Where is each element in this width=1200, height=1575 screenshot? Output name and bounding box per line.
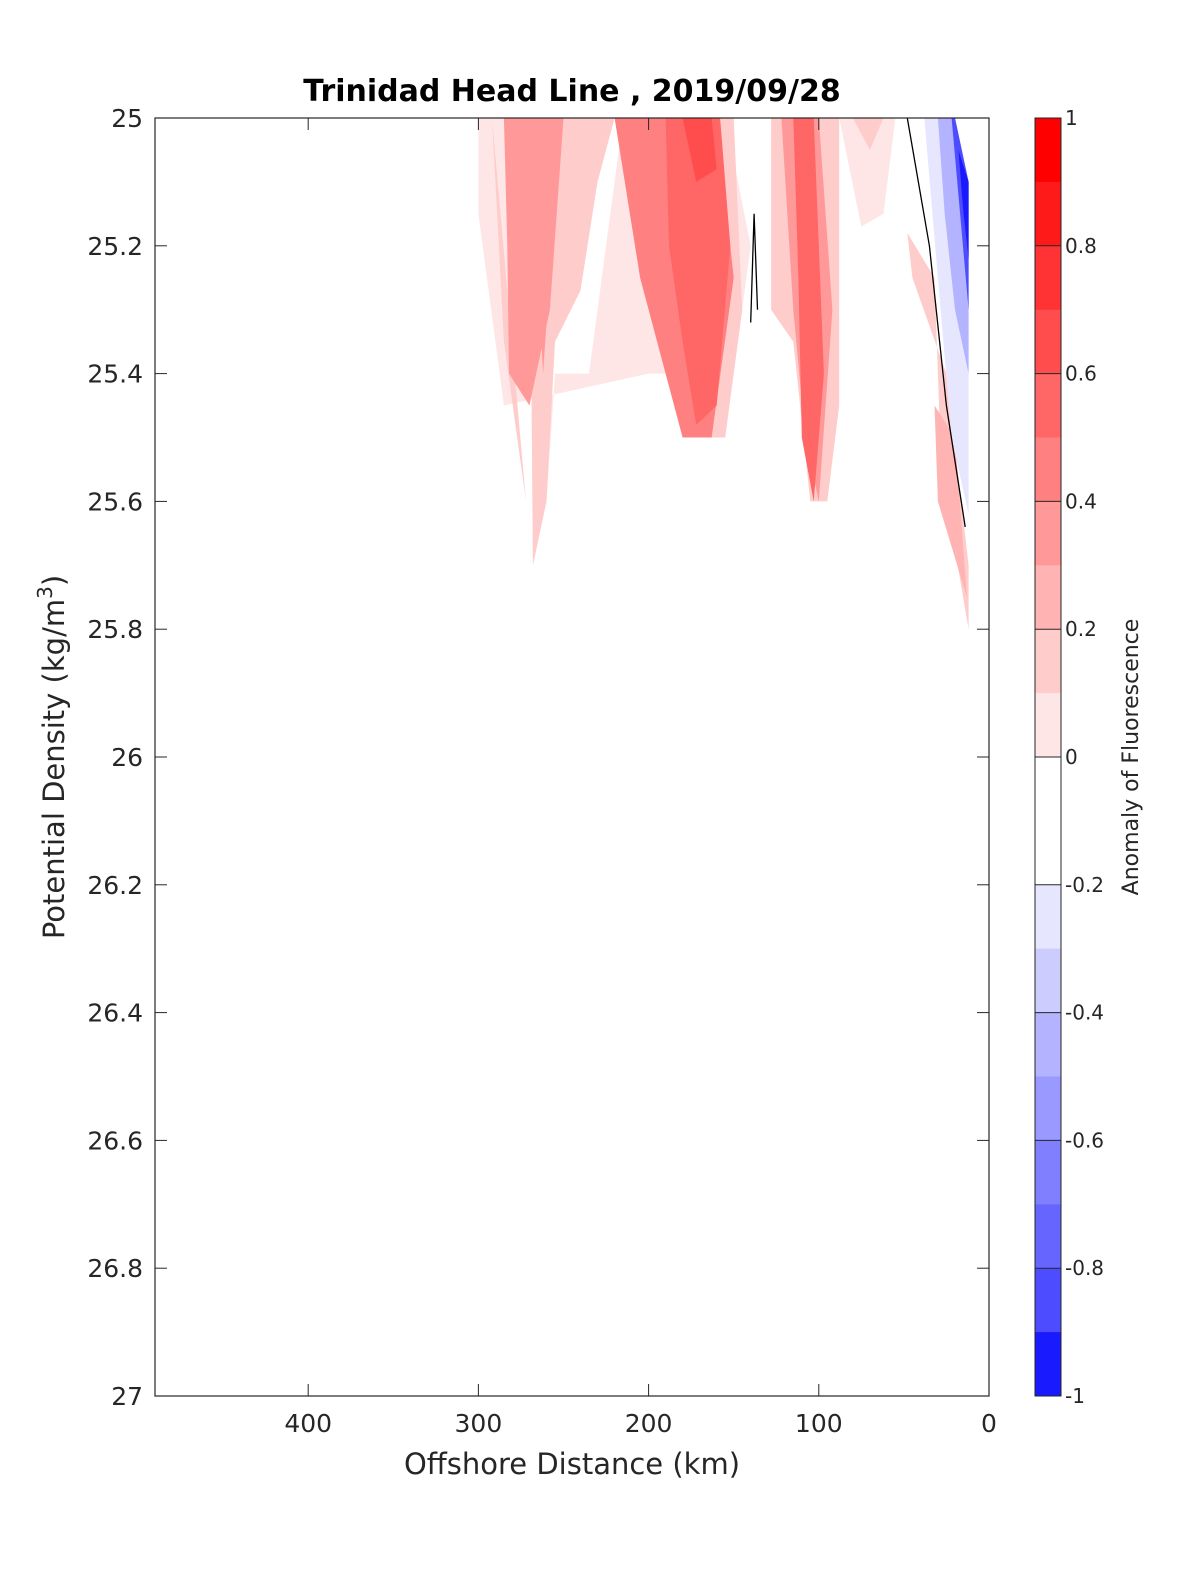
y-tick-label: 27 (111, 1382, 143, 1411)
contour-line-layer (750, 117, 966, 528)
colorbar-label-group: Anomaly of Fluorescence (1119, 619, 1144, 896)
colorbar-ticks: 1 0.8 0.6 0.4 0.2 0 -0.2 -0.4 -0.6 -0.8 -1 (1035, 106, 1104, 1408)
y-tick-label: 26.2 (87, 871, 143, 900)
colorbar-band (1035, 501, 1061, 566)
chart-title: Trinidad Head Line , 2019/09/28 (303, 74, 840, 109)
x-axis: 400 300 200 100 0 (284, 118, 997, 1438)
x-tick-label: 400 (284, 1409, 332, 1438)
y-tick-label: 25.8 (87, 615, 143, 644)
colorbar-band (1035, 437, 1061, 502)
contour-region-east-band-core (793, 118, 824, 502)
y-axis-label-group: Potential Density (kg/m3) (33, 575, 71, 939)
y-axis-label-close: ) (37, 575, 71, 586)
colorbar-band (1035, 757, 1061, 822)
y-tick-label: 25 (111, 104, 143, 133)
y-tick-label: 25.2 (87, 232, 143, 261)
y-axis-label-superscript: 3 (33, 586, 57, 599)
colorbar-tick-label: 0.8 (1065, 234, 1097, 258)
colorbar-tick-label: 0.4 (1065, 489, 1097, 513)
colorbar-band (1035, 1076, 1061, 1141)
y-tick-label: 26 (111, 743, 143, 772)
contour-line-zero-contour-coast (906, 117, 966, 528)
colorbar-tick-label: -0.2 (1065, 873, 1104, 897)
x-tick-label: 0 (981, 1409, 997, 1438)
colorbar-label: Anomaly of Fluorescence (1119, 619, 1144, 896)
colorbar-band (1035, 820, 1061, 886)
colorbar-band (1035, 693, 1061, 758)
x-axis-label: Offshore Distance (km) (404, 1447, 740, 1481)
contour-region-central-peak (682, 118, 717, 182)
colorbar-band (1035, 1140, 1061, 1205)
colorbar-band (1035, 565, 1061, 630)
contour-region-coastal-diagonal-mid (934, 405, 967, 598)
contour-region-coastal-negative-core (958, 150, 969, 259)
y-axis: 25 25.2 25.4 25.6 25.8 26 26.2 26.4 26.6 26.8 27 (87, 104, 989, 1411)
colorbar-band (1035, 884, 1061, 950)
x-tick-label: 300 (455, 1409, 503, 1438)
colorbar-bands (1035, 118, 1061, 1397)
colorbar-tick-label: -0.6 (1065, 1128, 1104, 1152)
colorbar-tick-label: -1 (1065, 1384, 1085, 1408)
x-tick-label: 100 (795, 1409, 843, 1438)
colorbar-band (1035, 1012, 1061, 1077)
colorbar-band (1035, 309, 1061, 375)
y-tick-label: 25.6 (87, 487, 143, 516)
colorbar-band (1035, 1204, 1061, 1269)
y-tick-label: 26.6 (87, 1126, 143, 1155)
colorbar: 1 0.8 0.6 0.4 0.2 0 -0.2 -0.4 -0.6 -0.8 -1 Anomaly… (1034, 106, 1144, 1408)
y-axis-label: Potential Density (kg/m3) (33, 575, 71, 939)
contour-region-central-strong (665, 118, 731, 425)
contour-fill-layer (478, 118, 969, 630)
y-tick-label: 25.4 (87, 360, 143, 389)
contour-region-west-core-b (520, 118, 561, 374)
colorbar-tick-label: 0.6 (1065, 362, 1097, 386)
colorbar-band (1035, 1332, 1061, 1397)
colorbar-tick-label: -0.4 (1065, 1001, 1104, 1025)
colorbar-band (1035, 1268, 1061, 1333)
colorbar-tick-label: 0 (1065, 745, 1078, 769)
plot-background (155, 118, 989, 1396)
colorbar-band (1035, 948, 1061, 1014)
contour-line-zero-contour-small (750, 213, 759, 323)
x-tick-label: 200 (625, 1409, 673, 1438)
colorbar-band (1035, 181, 1061, 247)
y-tick-label: 26.4 (87, 999, 143, 1028)
colorbar-tick-label: 0.2 (1065, 617, 1097, 641)
y-axis-label-text: Potential Density (kg/m (37, 599, 71, 939)
colorbar-band (1035, 373, 1061, 438)
colorbar-tick-label: 1 (1065, 106, 1078, 130)
colorbar-tick-label: -0.8 (1065, 1256, 1104, 1280)
y-tick-label: 26.8 (87, 1254, 143, 1283)
colorbar-band (1035, 245, 1061, 311)
contour-region-nearshore-light-top (852, 118, 884, 150)
colorbar-band (1035, 629, 1061, 694)
colorbar-band (1035, 118, 1061, 183)
contour-region-nearshore-pale-top (839, 118, 896, 227)
plot-area: 400 300 200 100 0 25 25.2 25.4 25.6 25.8 26 26.2 26… (87, 104, 997, 1438)
contour-region-coastal-negative-strong (951, 118, 969, 310)
